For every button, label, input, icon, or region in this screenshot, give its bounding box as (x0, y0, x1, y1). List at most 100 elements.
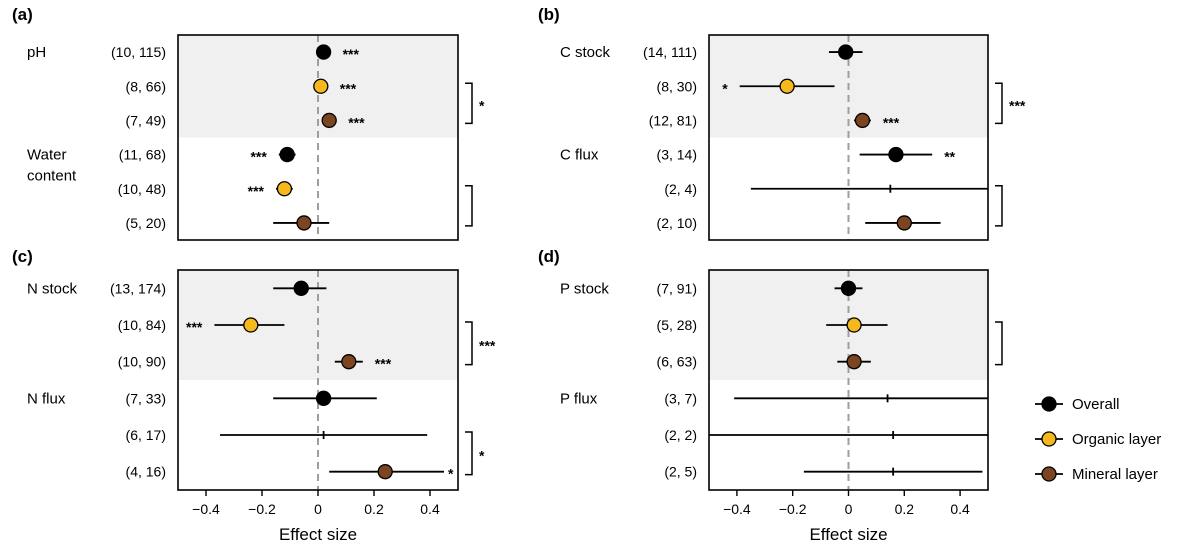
row-label: (7, 33) (126, 390, 166, 406)
significance-stars: *** (186, 319, 203, 335)
group-label-line: Water (27, 147, 66, 164)
group-label: P stock (560, 280, 609, 297)
group-label: N stock (27, 280, 78, 297)
estimate-point (276, 181, 293, 197)
estimate-point (838, 44, 854, 60)
group-label-line: pH (27, 44, 46, 61)
group-label: Water content (27, 147, 77, 185)
x-axis-label: Effect size (809, 525, 887, 544)
significance-stars: *** (348, 114, 365, 130)
row-label: (8, 30) (657, 78, 697, 94)
group-label: P flux (560, 390, 598, 407)
x-axis-label: Effect size (279, 525, 357, 544)
row-label: (10, 84) (118, 317, 166, 333)
group-bracket (995, 321, 1003, 366)
row-label: (5, 28) (657, 317, 697, 333)
significance-stars: * (722, 80, 728, 96)
group-label-line: N flux (27, 390, 66, 407)
significance-stars: *** (250, 149, 267, 165)
significance-stars: *** (248, 183, 265, 199)
x-tick-label: 0 (314, 501, 322, 517)
group-bracket (465, 431, 473, 476)
bracket-significance: * (479, 97, 485, 113)
estimate-point (840, 280, 857, 296)
row-label: (3, 7) (664, 390, 697, 406)
row-label: (2, 5) (664, 464, 697, 480)
legend-marker (1041, 431, 1057, 447)
group-label-line: N stock (27, 280, 78, 297)
x-tick-label: −0.2 (779, 501, 807, 517)
group-label-line: C flux (560, 147, 599, 164)
group-label: C stock (560, 44, 611, 61)
panel-c: (c)N stock (13, 174)(10, 84) ***(10, 90) **… (12, 247, 496, 544)
estimate-point (315, 44, 332, 60)
x-tick-label: −0.4 (192, 501, 220, 517)
row-label: (11, 68) (119, 147, 166, 163)
group-label-line: content (27, 168, 77, 185)
estimate-point (888, 146, 904, 163)
panel-a: (a)pH (10, 115) ***(8, 66) ***(7, 49) ****Wa… (12, 5, 485, 241)
plot-frame (177, 34, 459, 241)
group-label: C flux (560, 147, 599, 164)
group-bracket (995, 82, 1003, 125)
panel-label: (b) (538, 5, 560, 24)
estimate-point (846, 317, 862, 333)
estimate-point (377, 464, 393, 480)
significance-stars: *** (375, 356, 392, 372)
estimate-point (313, 78, 329, 94)
estimate-point (341, 354, 357, 370)
significance-stars: * (448, 466, 454, 482)
legend-label: Overall (1072, 396, 1120, 413)
legend-label: Mineral layer (1072, 466, 1158, 483)
row-label: (4, 16) (126, 464, 166, 480)
x-tick-label: 0.2 (364, 501, 384, 517)
estimate-point (854, 112, 871, 129)
x-tick-label: −0.2 (248, 501, 276, 517)
x-tick-label: −0.4 (723, 501, 751, 517)
group-label-line: P stock (560, 280, 609, 297)
estimate-point (321, 112, 337, 129)
row-label: (7, 91) (657, 280, 697, 296)
significance-stars: *** (343, 46, 360, 62)
significance-stars: *** (340, 80, 357, 96)
group-label: N flux (27, 390, 66, 407)
legend-marker (1041, 396, 1057, 412)
estimate-point (243, 317, 259, 333)
x-tick-label: 0 (845, 501, 853, 517)
estimate-point (846, 354, 862, 370)
legend: Overall Organic layer Mineral layer (1035, 396, 1161, 483)
legend-label: Organic layer (1072, 431, 1161, 448)
group-bracket (465, 321, 473, 366)
panel-b: (b)C stock (14, 111)(8, 30) *(12, 81) *****… (538, 5, 1026, 241)
row-label: (3, 14) (657, 147, 697, 163)
legend-marker (1041, 466, 1057, 482)
group-bracket (465, 82, 473, 125)
estimate-point (293, 280, 309, 296)
row-label: (14, 111) (643, 44, 697, 60)
row-label: (10, 90) (118, 354, 166, 370)
row-label: (13, 174) (110, 280, 166, 296)
row-label: (2, 2) (664, 427, 697, 443)
row-label: (10, 115) (111, 44, 166, 60)
group-bracket (995, 185, 1003, 227)
row-label: (6, 63) (657, 354, 697, 370)
row-label: (10, 48) (118, 181, 166, 197)
estimate-point (315, 390, 332, 406)
group-label-line: C stock (560, 44, 611, 61)
estimate-point (896, 215, 912, 231)
row-label: (8, 66) (126, 78, 166, 94)
panel-d: (d)P stock (7, 91) (5, 28) (6, 63) P flux (3,… (538, 247, 1003, 544)
significance-stars: ** (944, 149, 955, 165)
panel-label: (a) (12, 5, 33, 24)
group-label: pH (27, 44, 46, 61)
bracket-significance: *** (479, 337, 496, 353)
significance-stars: *** (883, 114, 900, 130)
row-label: (5, 20) (126, 215, 166, 231)
row-label: (2, 4) (664, 181, 697, 197)
row-label: (2, 10) (657, 215, 697, 231)
row-label: (7, 49) (126, 112, 166, 128)
group-bracket (465, 185, 473, 227)
x-tick-label: 0.4 (420, 501, 440, 517)
panel-label: (c) (12, 247, 33, 266)
